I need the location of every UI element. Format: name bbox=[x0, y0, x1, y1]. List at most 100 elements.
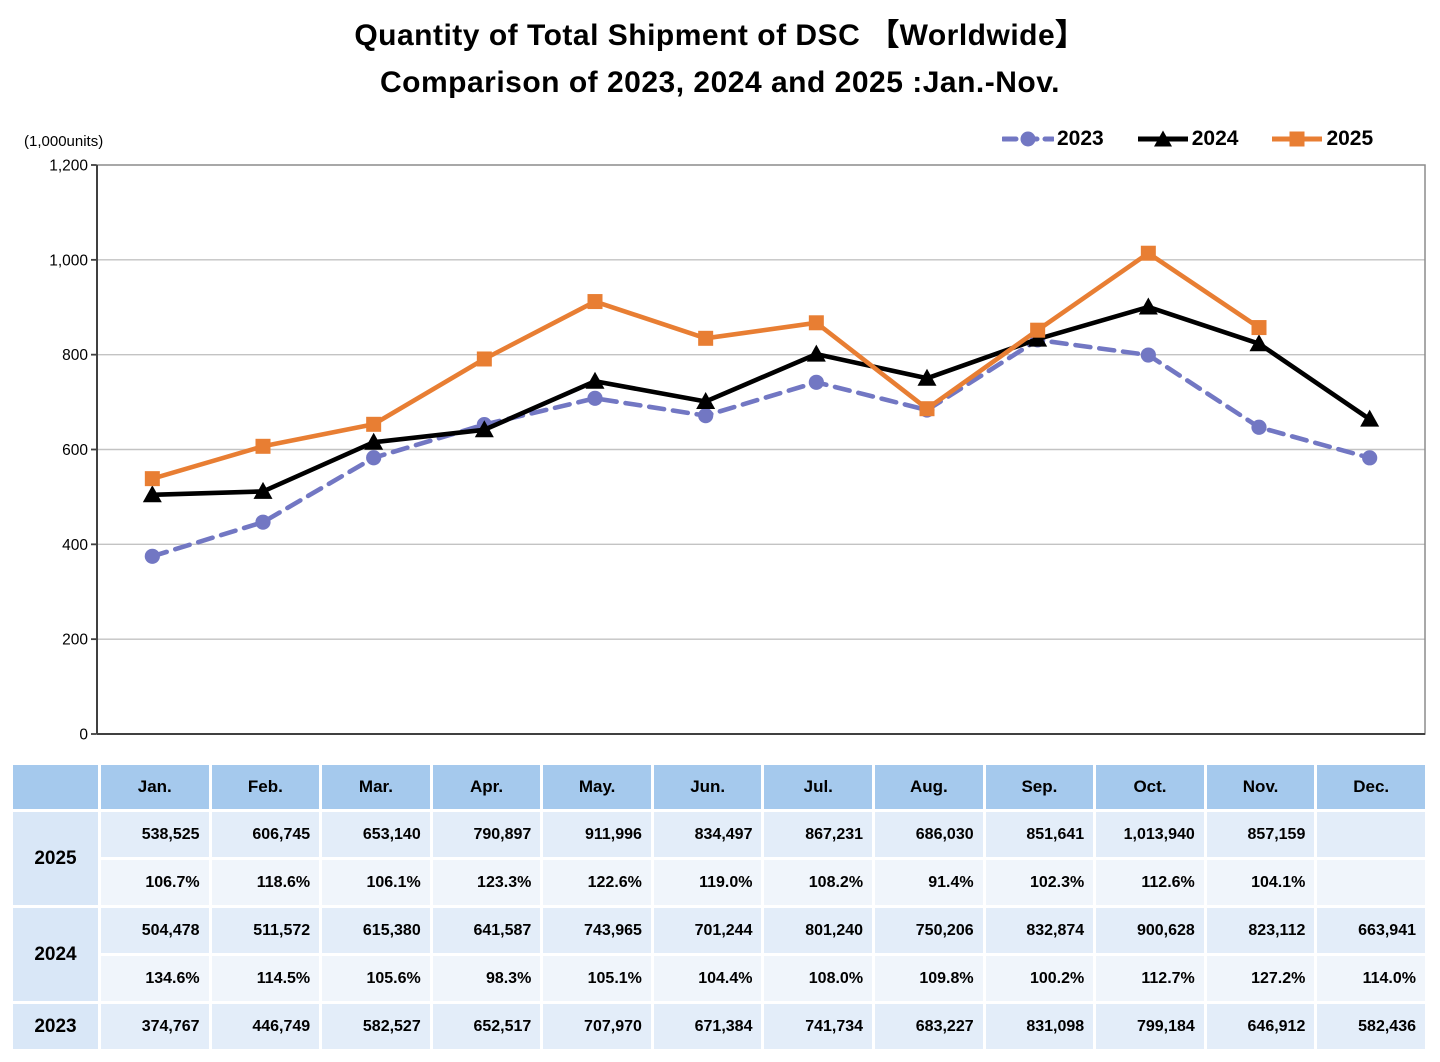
marker-triangle-2024 bbox=[474, 420, 494, 438]
marker-triangle-2024 bbox=[1249, 334, 1269, 352]
value-cell-2025-nov: 857,159 bbox=[1206, 812, 1315, 857]
month-header-dec: Dec. bbox=[1317, 765, 1425, 809]
y-tick-label: 600 bbox=[62, 442, 88, 459]
value-cell-2023-jun: 671,384 bbox=[653, 1004, 762, 1049]
value-cell-2023-oct: 799,184 bbox=[1096, 1004, 1204, 1049]
marker-square-2025 bbox=[587, 294, 603, 310]
value-cell-2025-mar: 653,140 bbox=[322, 812, 430, 857]
pct-cell-2025-apr: 123.3% bbox=[432, 860, 541, 905]
year-label-2025: 2025 bbox=[13, 812, 98, 905]
value-cell-2025-jan: 538,525 bbox=[101, 812, 209, 857]
value-cell-2023-sep: 831,098 bbox=[985, 1004, 1094, 1049]
value-cell-2023-nov: 646,912 bbox=[1206, 1004, 1315, 1049]
value-cell-2025-oct: 1,013,940 bbox=[1096, 812, 1204, 857]
marker-square-2025 bbox=[1251, 320, 1267, 336]
month-header-jan: Jan. bbox=[101, 765, 209, 809]
pct-cell-2024-jan: 134.6% bbox=[101, 956, 209, 1001]
marker-circle-2023 bbox=[144, 548, 160, 564]
value-cell-2023-jul: 741,734 bbox=[764, 1004, 873, 1049]
month-header-jul: Jul. bbox=[764, 765, 873, 809]
pct-cell-2024-aug: 109.8% bbox=[875, 956, 983, 1001]
pct-cell-2024-mar: 105.6% bbox=[322, 956, 430, 1001]
value-cell-2024-jun: 701,244 bbox=[653, 908, 762, 953]
marker-triangle-2024 bbox=[806, 344, 826, 362]
marker-square-2025 bbox=[919, 401, 935, 417]
series-line-2025 bbox=[151, 250, 1261, 481]
month-header-may: May. bbox=[543, 765, 651, 809]
marker-square-2025 bbox=[255, 438, 271, 454]
month-header-jun: Jun. bbox=[653, 765, 762, 809]
y-tick-label: 0 bbox=[79, 727, 88, 744]
value-cell-2025-feb: 606,745 bbox=[211, 812, 320, 857]
line-chart: 0 200 400 600 800 1,000 1,200 bbox=[49, 158, 1426, 744]
value-cell-2025-sep: 851,641 bbox=[985, 812, 1094, 857]
y-tick-label: 1,000 bbox=[49, 252, 88, 269]
legend-label: 2023 bbox=[1057, 127, 1104, 150]
value-cell-2024-may: 743,965 bbox=[543, 908, 651, 953]
pct-cell-2025-jan: 106.7% bbox=[101, 860, 209, 905]
value-cell-2023-mar: 582,527 bbox=[322, 1004, 430, 1049]
pct-cell-2025-feb: 118.6% bbox=[211, 860, 320, 905]
month-header-mar: Mar. bbox=[322, 765, 430, 809]
value-cell-2024-oct: 900,628 bbox=[1096, 908, 1204, 953]
value-cell-2024-apr: 641,587 bbox=[432, 908, 541, 953]
y-axis-units-label: (1,000units) bbox=[24, 133, 104, 150]
pct-cell-2025-mar: 106.1% bbox=[322, 860, 430, 905]
legend-triangle-icon bbox=[1137, 130, 1188, 147]
pct-cell-2024-jul: 108.0% bbox=[764, 956, 873, 1001]
value-cell-2023-feb: 446,749 bbox=[211, 1004, 320, 1049]
marker-triangle-2024 bbox=[696, 391, 716, 409]
table-corner-cell bbox=[13, 765, 98, 809]
chart-title-line2: Comparison of 2023, 2024 and 2025 :Jan.-… bbox=[379, 66, 1061, 99]
pct-cell-2025-may: 122.6% bbox=[543, 860, 651, 905]
marker-circle-2023 bbox=[255, 514, 271, 530]
value-cell-2025-dec bbox=[1317, 812, 1425, 857]
legend-circle-icon bbox=[1002, 131, 1054, 147]
value-cell-2024-sep: 832,874 bbox=[985, 908, 1094, 953]
marker-circle-2023 bbox=[808, 374, 824, 390]
table-row-pct-2024: 134.6% 114.5% 105.6% 98.3% 105.1% 104.4% 108.0… bbox=[13, 956, 1425, 1001]
value-cell-2023-jan: 374,767 bbox=[101, 1004, 209, 1049]
value-cell-2025-jul: 867,231 bbox=[764, 812, 873, 857]
pct-cell-2024-apr: 98.3% bbox=[432, 956, 541, 1001]
table-row-values-2023: 2023 374,767 446,749 582,527 652,517 707,970 6… bbox=[13, 1004, 1425, 1049]
y-tick-label: 800 bbox=[62, 347, 88, 364]
pct-cell-2024-dec: 114.0% bbox=[1317, 956, 1425, 1001]
value-cell-2023-dec: 582,436 bbox=[1317, 1004, 1425, 1049]
pct-cell-2024-nov: 127.2% bbox=[1206, 956, 1315, 1001]
pct-cell-2025-dec bbox=[1317, 860, 1425, 905]
legend-square-icon bbox=[1272, 131, 1323, 147]
value-cell-2025-jun: 834,497 bbox=[653, 812, 762, 857]
shipment-data-table: Jan. Feb. Mar. Apr. May. Jun. Jul. Aug. Sep. Oct.… bbox=[10, 762, 1428, 1052]
pct-cell-2025-jul: 108.2% bbox=[764, 860, 873, 905]
y-tick-label: 200 bbox=[62, 632, 88, 649]
marker-circle-2023 bbox=[366, 450, 382, 466]
marker-triangle-2024 bbox=[1360, 409, 1380, 427]
marker-square-2025 bbox=[476, 351, 492, 367]
value-cell-2024-jul: 801,240 bbox=[764, 908, 873, 953]
chart-title: Quantity of Total Shipment of DSC 【World… bbox=[0, 12, 1440, 106]
marker-triangle-2024 bbox=[1138, 297, 1158, 315]
marker-triangle-2024 bbox=[253, 481, 273, 499]
value-cell-2024-dec: 663,941 bbox=[1317, 908, 1425, 953]
legend-item-2023: 2023 bbox=[1002, 127, 1104, 151]
marker-square-2025 bbox=[808, 315, 824, 331]
chart-title-line1: Quantity of Total Shipment of DSC 【World… bbox=[354, 19, 1086, 52]
marker-square-2025 bbox=[698, 330, 714, 346]
marker-triangle-2024 bbox=[585, 371, 605, 389]
value-cell-2025-may: 911,996 bbox=[543, 812, 651, 857]
value-cell-2025-aug: 686,030 bbox=[875, 812, 983, 857]
legend-item-2024: 2024 bbox=[1137, 127, 1238, 151]
y-tick-label: 400 bbox=[62, 537, 88, 554]
marker-triangle-2024 bbox=[1028, 329, 1048, 347]
marker-square-2025 bbox=[366, 416, 382, 432]
value-cell-2023-aug: 683,227 bbox=[875, 1004, 983, 1049]
value-cell-2023-may: 707,970 bbox=[543, 1004, 651, 1049]
marker-triangle-2024 bbox=[142, 485, 162, 503]
marker-triangle-2024 bbox=[364, 432, 384, 450]
value-cell-2024-mar: 615,380 bbox=[322, 908, 430, 953]
marker-circle-2023 bbox=[1362, 450, 1378, 466]
value-cell-2024-aug: 750,206 bbox=[875, 908, 983, 953]
pct-cell-2025-nov: 104.1% bbox=[1206, 860, 1315, 905]
